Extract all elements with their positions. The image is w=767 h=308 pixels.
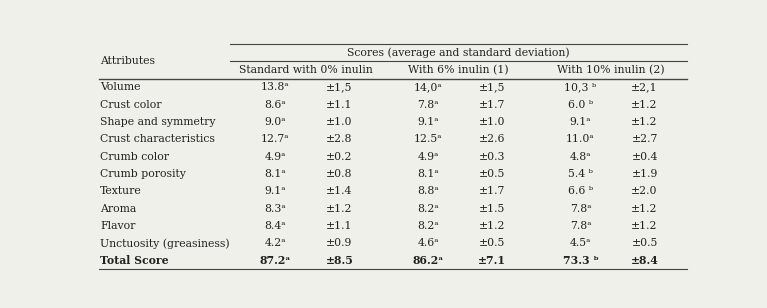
Text: Total Score: Total Score <box>100 255 169 266</box>
Text: 12.5ᵃ: 12.5ᵃ <box>413 134 443 144</box>
Text: ±2.6: ±2.6 <box>479 134 505 144</box>
Text: 4.9ᵃ: 4.9ᵃ <box>417 152 439 162</box>
Text: ±0.5: ±0.5 <box>631 238 658 248</box>
Text: ±1.0: ±1.0 <box>326 117 353 127</box>
Text: ±2.0: ±2.0 <box>631 186 658 197</box>
Text: Texture: Texture <box>100 186 142 197</box>
Text: ±1.5: ±1.5 <box>479 204 505 214</box>
Text: ±1,5: ±1,5 <box>326 83 353 92</box>
Text: 8.2ᵃ: 8.2ᵃ <box>417 221 439 231</box>
Text: 7.8ᵃ: 7.8ᵃ <box>570 221 591 231</box>
Text: 12.7ᵃ: 12.7ᵃ <box>261 134 290 144</box>
Text: Crust characteristics: Crust characteristics <box>100 134 215 144</box>
Text: Aroma: Aroma <box>100 204 137 214</box>
Text: 7.8ᵃ: 7.8ᵃ <box>570 204 591 214</box>
Text: 9.1ᵃ: 9.1ᵃ <box>265 186 286 197</box>
Text: ±0.9: ±0.9 <box>326 238 353 248</box>
Text: ±1.7: ±1.7 <box>479 100 505 110</box>
Text: ±1.1: ±1.1 <box>326 100 353 110</box>
Text: ±1.2: ±1.2 <box>631 221 658 231</box>
Text: 8.1ᵃ: 8.1ᵃ <box>417 169 439 179</box>
Text: 6.0 ᵇ: 6.0 ᵇ <box>568 100 593 110</box>
Text: Shape and symmetry: Shape and symmetry <box>100 117 216 127</box>
Text: 9.1ᵃ: 9.1ᵃ <box>417 117 439 127</box>
Text: 9.1ᵃ: 9.1ᵃ <box>570 117 591 127</box>
Text: Crust color: Crust color <box>100 100 162 110</box>
Text: 8.2ᵃ: 8.2ᵃ <box>417 204 439 214</box>
Text: Scores (average and standard deviation): Scores (average and standard deviation) <box>347 47 570 58</box>
Text: 4.6ᵃ: 4.6ᵃ <box>417 238 439 248</box>
Text: 10,3 ᵇ: 10,3 ᵇ <box>565 83 597 92</box>
Text: 8.4ᵃ: 8.4ᵃ <box>265 221 286 231</box>
Text: ±0.3: ±0.3 <box>479 152 505 162</box>
Text: ±0.5: ±0.5 <box>479 169 505 179</box>
Text: 13.8ᵃ: 13.8ᵃ <box>261 83 290 92</box>
Text: ±1.9: ±1.9 <box>631 169 658 179</box>
Text: ±1.7: ±1.7 <box>479 186 505 197</box>
Text: 8.6ᵃ: 8.6ᵃ <box>265 100 286 110</box>
Text: 4.2ᵃ: 4.2ᵃ <box>265 238 286 248</box>
Text: Flavor: Flavor <box>100 221 136 231</box>
Text: ±7.1: ±7.1 <box>478 255 506 266</box>
Text: ±0.4: ±0.4 <box>631 152 658 162</box>
Text: ±0.2: ±0.2 <box>326 152 353 162</box>
Text: ±1.4: ±1.4 <box>326 186 353 197</box>
Text: Unctuosity (greasiness): Unctuosity (greasiness) <box>100 238 229 249</box>
Text: ±1.2: ±1.2 <box>479 221 505 231</box>
Text: 11.0ᵃ: 11.0ᵃ <box>566 134 595 144</box>
Text: ±2.8: ±2.8 <box>326 134 353 144</box>
Text: Crumb color: Crumb color <box>100 152 169 162</box>
Text: 73.3 ᵇ: 73.3 ᵇ <box>563 255 598 266</box>
Text: 4.9ᵃ: 4.9ᵃ <box>265 152 286 162</box>
Text: With 10% inulin (2): With 10% inulin (2) <box>558 65 665 75</box>
Text: ±1.2: ±1.2 <box>326 204 353 214</box>
Text: 86.2ᵃ: 86.2ᵃ <box>413 255 443 266</box>
Text: 9.0ᵃ: 9.0ᵃ <box>265 117 286 127</box>
Text: Crumb porosity: Crumb porosity <box>100 169 186 179</box>
Text: 8.8ᵃ: 8.8ᵃ <box>417 186 439 197</box>
Text: Volume: Volume <box>100 83 140 92</box>
Text: ±2,1: ±2,1 <box>631 83 658 92</box>
Text: ±1,5: ±1,5 <box>479 83 505 92</box>
Text: ±1.1: ±1.1 <box>326 221 353 231</box>
Text: Standard with 0% inulin: Standard with 0% inulin <box>239 65 373 75</box>
Text: ±1.2: ±1.2 <box>631 204 658 214</box>
Text: With 6% inulin (1): With 6% inulin (1) <box>408 65 509 75</box>
Text: ±0.8: ±0.8 <box>326 169 353 179</box>
Text: 5.4 ᵇ: 5.4 ᵇ <box>568 169 593 179</box>
Text: ±0.5: ±0.5 <box>479 238 505 248</box>
Text: 14,0ᵃ: 14,0ᵃ <box>413 83 443 92</box>
Text: 4.8ᵃ: 4.8ᵃ <box>570 152 591 162</box>
Text: ±8.4: ±8.4 <box>630 255 659 266</box>
Text: ±1.2: ±1.2 <box>631 117 658 127</box>
Text: Attributes: Attributes <box>100 56 155 67</box>
Text: ±1.2: ±1.2 <box>631 100 658 110</box>
Text: 4.5ᵃ: 4.5ᵃ <box>570 238 591 248</box>
Text: ±8.5: ±8.5 <box>325 255 354 266</box>
Text: 7.8ᵃ: 7.8ᵃ <box>417 100 439 110</box>
Text: 87.2ᵃ: 87.2ᵃ <box>260 255 291 266</box>
Text: 8.1ᵃ: 8.1ᵃ <box>265 169 286 179</box>
Text: 8.3ᵃ: 8.3ᵃ <box>265 204 286 214</box>
Text: 6.6 ᵇ: 6.6 ᵇ <box>568 186 593 197</box>
Text: ±1.0: ±1.0 <box>479 117 505 127</box>
Text: ±2.7: ±2.7 <box>631 134 658 144</box>
